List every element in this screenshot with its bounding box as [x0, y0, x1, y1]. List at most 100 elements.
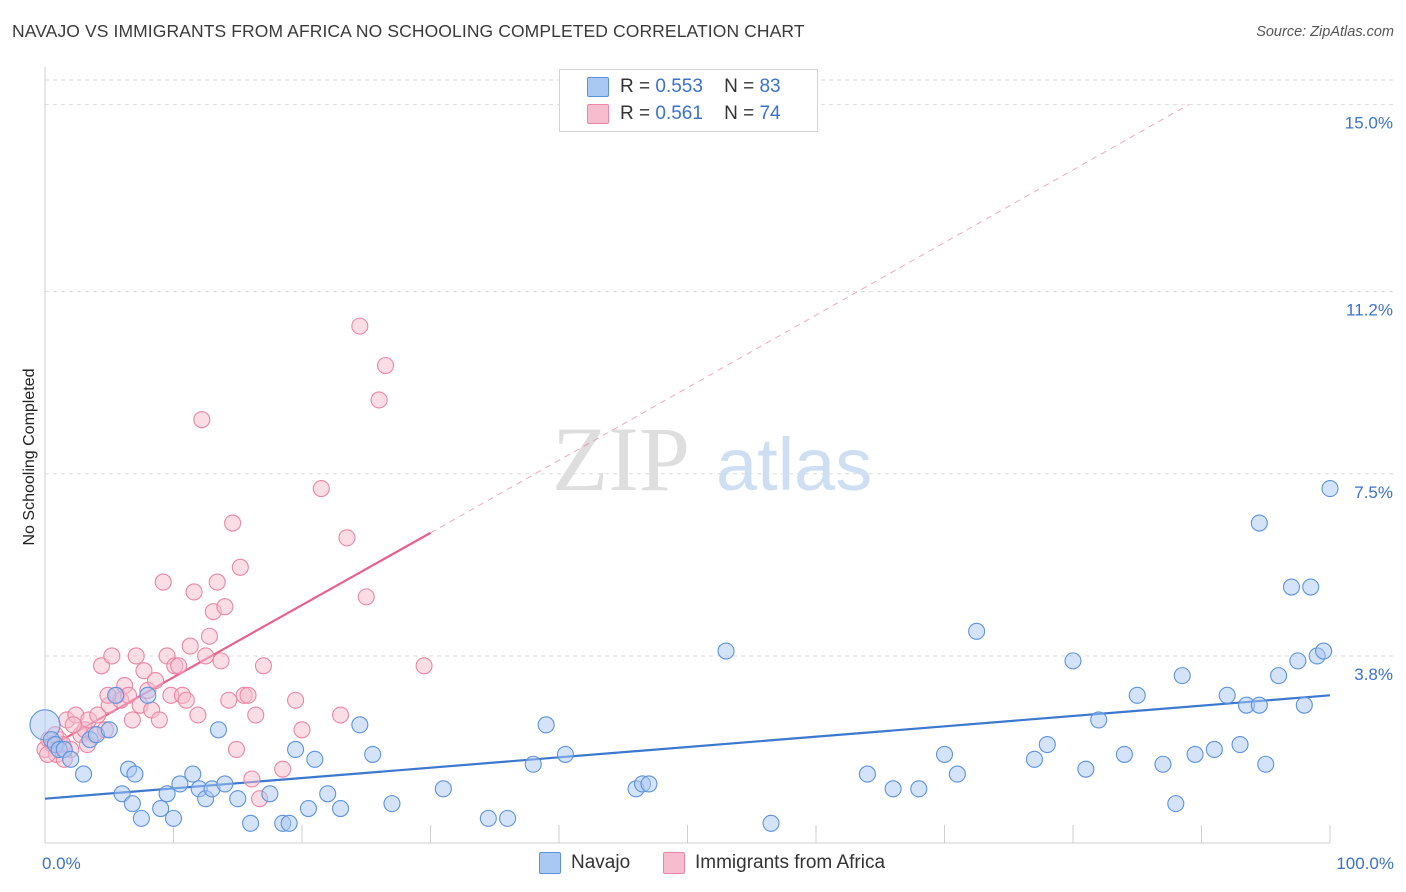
africa-point — [64, 716, 82, 734]
africa-point — [312, 480, 330, 498]
navajo-point — [1270, 667, 1288, 685]
africa-point — [224, 514, 242, 532]
africa-point — [200, 627, 219, 645]
legend-n-label: N = — [724, 76, 755, 97]
africa-point — [135, 662, 153, 680]
navajo-point — [1186, 745, 1204, 763]
navajo-point — [935, 745, 954, 763]
y-tick-label: 15.0% — [1345, 114, 1393, 133]
legend-n-label: N = — [724, 103, 755, 124]
navajo-point — [152, 799, 170, 818]
africa-point — [293, 721, 311, 739]
navajo-point — [171, 775, 189, 793]
navajo-point — [1231, 735, 1249, 754]
navajo-point — [1064, 652, 1082, 670]
navajo-point — [351, 716, 369, 734]
navajo-point — [524, 755, 542, 773]
africa-point — [220, 691, 238, 709]
africa-point — [254, 657, 273, 675]
africa-point — [193, 411, 211, 429]
navajo-point — [1077, 760, 1095, 778]
navajo-point — [123, 795, 141, 813]
legend-r-label: R = — [620, 76, 651, 97]
source-label: Source: ZipAtlas.com — [1256, 24, 1394, 40]
africa-point — [185, 583, 203, 601]
y-axis-label: No Schooling Completed — [21, 369, 38, 546]
navajo-swatch — [587, 77, 609, 97]
africa-point — [231, 558, 249, 576]
navajo-point — [1282, 578, 1300, 596]
navajo-point — [319, 785, 337, 803]
africa-point — [227, 740, 246, 759]
navajo-point — [640, 775, 658, 793]
navajo-point — [1289, 652, 1307, 670]
watermark-zip: ZIP — [552, 408, 690, 510]
navajo-point — [158, 785, 176, 803]
africa-point — [216, 598, 234, 616]
africa-point — [154, 573, 172, 591]
navajo-point — [242, 814, 260, 832]
navajo-point — [968, 622, 986, 640]
navajo-point — [434, 780, 452, 798]
legend-n-value: 74 — [759, 103, 781, 124]
africa-point — [243, 770, 261, 788]
navajo-point — [306, 750, 324, 768]
navajo-point — [229, 790, 247, 808]
africa-point — [212, 652, 230, 670]
africa-point — [247, 706, 265, 724]
navajo-point — [1302, 578, 1320, 596]
navajo-point — [139, 686, 157, 704]
navajo-point — [184, 765, 202, 783]
legend-r-value: 0.561 — [655, 103, 703, 124]
africa-point — [351, 317, 369, 335]
africa-point — [239, 686, 257, 704]
bottom-legend-label: Navajo — [571, 852, 631, 873]
navajo-point — [1295, 696, 1313, 714]
navajo-point — [1167, 795, 1185, 813]
legend-n-value: 83 — [759, 76, 781, 97]
africa-point — [357, 588, 375, 606]
y-tick-label: 11.2% — [1346, 301, 1393, 320]
navajo-point — [884, 780, 902, 798]
navajo-point — [948, 765, 966, 783]
y-tick-label: 3.8% — [1354, 665, 1393, 684]
africa-point — [170, 657, 188, 675]
navajo-point — [1154, 755, 1172, 773]
navajo-point — [762, 814, 780, 832]
navajo-point — [1173, 667, 1191, 685]
navajo-point — [1321, 480, 1339, 498]
navajo-point — [1128, 686, 1146, 704]
navajo-point — [126, 765, 144, 783]
navajo-point — [556, 745, 574, 763]
navajo-point — [280, 814, 298, 832]
navajo-point — [75, 765, 93, 783]
navajo-point — [1257, 755, 1275, 773]
navajo-point — [209, 721, 228, 739]
navajo-point — [113, 785, 131, 803]
x-tick-label: 0.0% — [42, 854, 81, 873]
africa-point — [146, 672, 165, 690]
navajo-point — [261, 785, 279, 803]
navajo-point — [1205, 740, 1223, 759]
navajo-point — [299, 799, 317, 818]
navajo-point — [479, 809, 497, 827]
navajo-point — [1315, 642, 1333, 660]
africa-point — [92, 657, 111, 675]
africa-point — [287, 691, 305, 709]
x-tick-label: 100.0% — [1336, 854, 1394, 873]
navajo-point — [537, 716, 555, 734]
navajo-point — [858, 765, 876, 783]
africa-point — [197, 647, 215, 665]
navajo-point — [132, 809, 150, 827]
navajo-point — [1218, 686, 1236, 704]
africa-point — [177, 691, 195, 709]
navajo-point — [1038, 735, 1056, 754]
correlation-legend: R = 0.553 N = 83 R = 0.561 N = 74 — [559, 69, 818, 132]
africa-point — [331, 706, 350, 724]
navajo-point — [910, 780, 928, 798]
legend-r-label: R = — [620, 103, 651, 124]
navajo-point — [717, 642, 735, 660]
navajo-point — [1025, 750, 1043, 768]
navajo-point — [364, 745, 382, 763]
